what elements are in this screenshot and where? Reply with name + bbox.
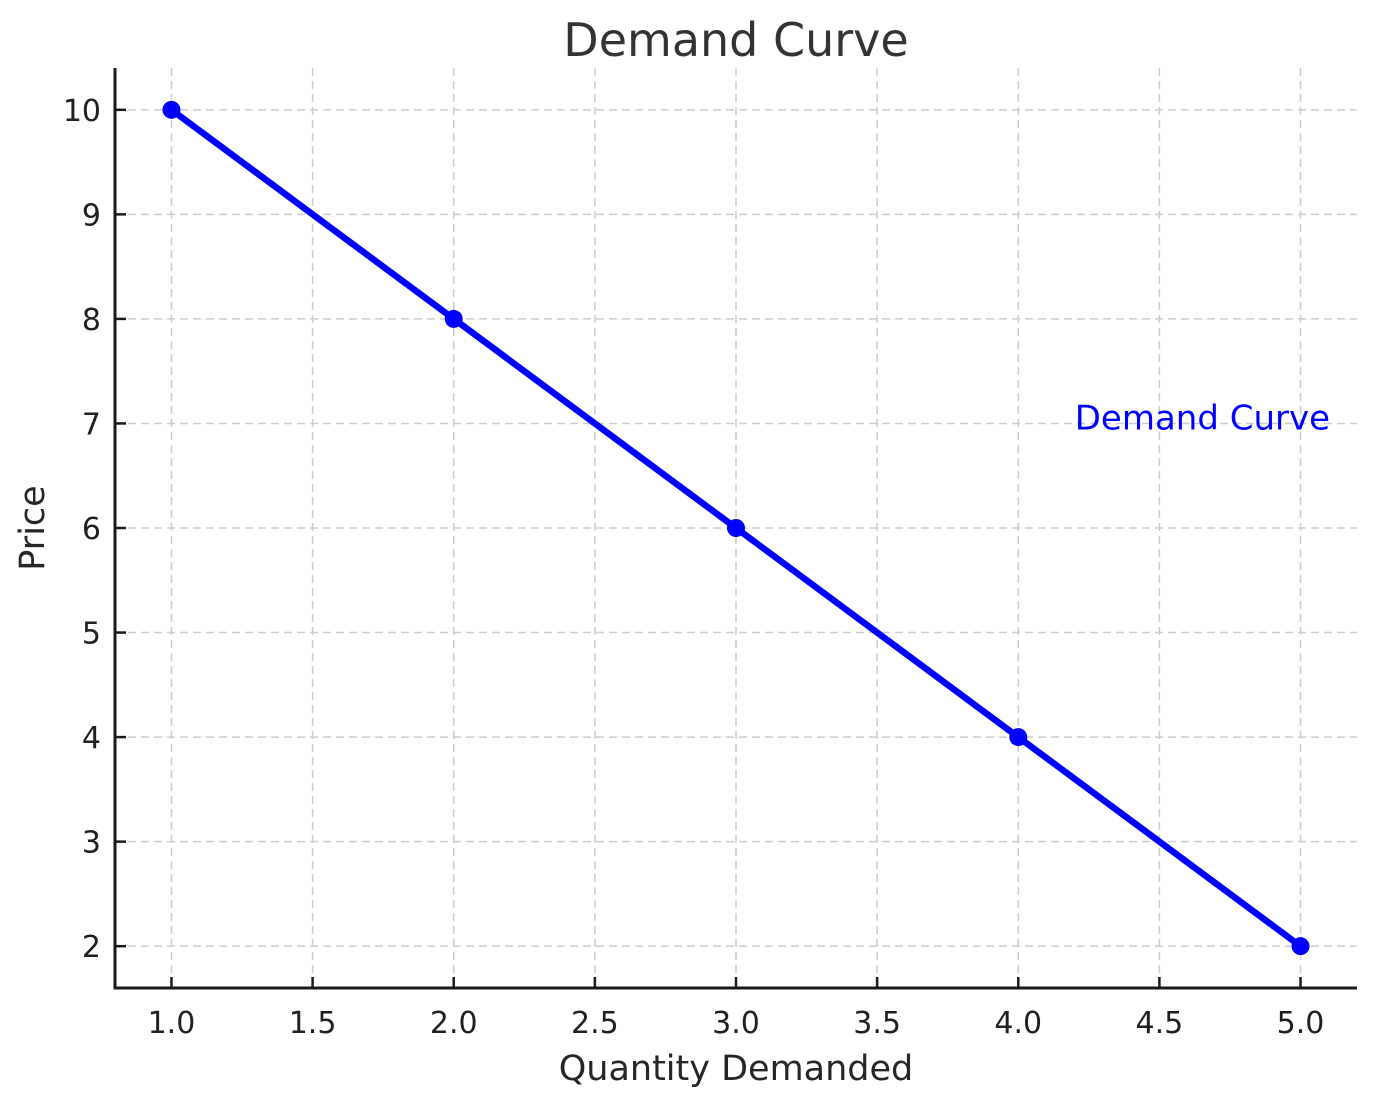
y-tick-label: 10	[63, 94, 101, 129]
y-tick-label: 8	[82, 303, 101, 338]
y-tick-label: 7	[82, 407, 101, 442]
x-tick-label: 1.0	[148, 1006, 196, 1041]
y-tick-label: 5	[82, 617, 101, 652]
axes	[113, 68, 1357, 990]
y-axis-label: Price	[13, 485, 53, 570]
y-tick-label: 6	[82, 512, 101, 547]
data-point-marker	[727, 519, 745, 537]
x-tick-label: 2.0	[430, 1006, 478, 1041]
data-point-marker	[444, 309, 463, 328]
x-tick-label: 1.5	[289, 1006, 337, 1041]
tick-labels: 1.0 1.5 2.0 2.5 3.0 3.5 4.0 4.5 5.0 2 3 4 5 6 7 8 9 10	[63, 94, 1325, 1041]
y-tick-label: 3	[82, 826, 101, 861]
series-annotation: Demand Curve	[1075, 398, 1330, 438]
x-tick-label: 5.0	[1277, 1006, 1325, 1041]
x-axis-label: Quantity Demanded	[559, 1049, 914, 1089]
data-point-marker	[1291, 937, 1310, 956]
y-tick-label: 2	[82, 930, 101, 965]
x-tick-label: 4.5	[1136, 1006, 1184, 1041]
x-tick-label: 2.5	[571, 1006, 619, 1041]
demand-line-series	[162, 100, 1310, 956]
data-point-marker	[1009, 728, 1028, 747]
y-tick-label: 4	[82, 721, 101, 756]
x-tick-label: 3.5	[853, 1006, 901, 1041]
gridlines	[115, 68, 1357, 988]
x-tick-label: 4.0	[994, 1006, 1042, 1041]
data-point-marker	[162, 100, 181, 119]
chart-title: Demand Curve	[563, 13, 908, 67]
x-tick-label: 3.0	[712, 1006, 760, 1041]
y-tick-label: 9	[82, 198, 101, 233]
